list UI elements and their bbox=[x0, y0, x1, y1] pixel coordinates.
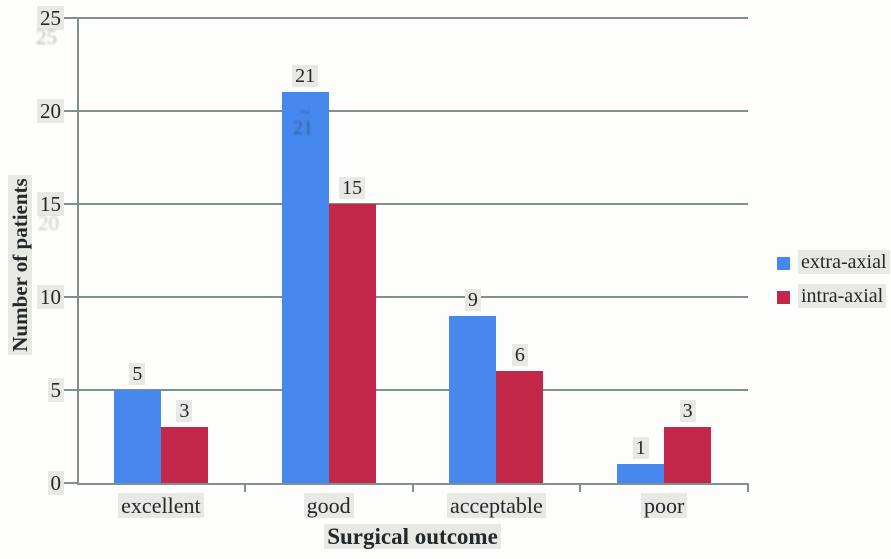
y-tick-label-25: 25 bbox=[37, 5, 64, 31]
y-tick-label-text: 5 bbox=[47, 378, 64, 402]
legend-swatch-extra-axial bbox=[777, 256, 790, 270]
bar-value-text: 5 bbox=[129, 363, 146, 385]
x-category-labels: excellent good acceptable poor bbox=[77, 492, 748, 522]
y-tick-label-text: 15 bbox=[37, 192, 64, 216]
bar-value-label: 3 bbox=[658, 400, 718, 423]
y-tick-15 bbox=[64, 203, 77, 205]
y-tick-label-20: 20 bbox=[37, 98, 64, 124]
y-tick-10 bbox=[64, 296, 77, 298]
bar-intra-axial-good bbox=[328, 204, 376, 483]
bar-value-label: 15 bbox=[322, 177, 382, 199]
x-category-label-good: good bbox=[245, 492, 413, 519]
ghost-artifact: 21 bbox=[293, 117, 313, 139]
x-axis-title-text: Surgical outcome bbox=[324, 524, 501, 549]
gridline-5 bbox=[77, 389, 748, 391]
plot-area: 5 3 21 15 9 6 1 3 bbox=[64, 17, 749, 492]
ghost-artifact: 20 bbox=[38, 211, 59, 235]
y-tick-label-text: 20 bbox=[37, 99, 64, 123]
bar-extra-axial-excellent bbox=[113, 390, 161, 483]
x-tick-2 bbox=[411, 483, 414, 492]
x-category-text: excellent bbox=[118, 493, 204, 518]
bar-value-text: 21 bbox=[292, 65, 319, 88]
y-tick-label-5: 5 bbox=[47, 377, 64, 403]
bar-value-label: 5 bbox=[107, 363, 167, 385]
legend-label: intra-axial bbox=[798, 284, 887, 308]
x-tick-3 bbox=[579, 483, 582, 492]
bar-intra-axial-poor bbox=[664, 427, 712, 483]
y-tick-label-15: 15 bbox=[37, 191, 64, 217]
legend-swatch-intra-axial bbox=[777, 290, 790, 304]
y-tick-5 bbox=[64, 389, 77, 391]
bar-value-text: 6 bbox=[511, 344, 528, 367]
y-tick-label-text: 25 bbox=[37, 6, 64, 30]
y-axis-line bbox=[77, 18, 79, 485]
bar-extra-axial-poor bbox=[617, 464, 665, 483]
legend: extra-axial intra-axial bbox=[777, 250, 890, 318]
y-tick-label-10: 10 bbox=[37, 284, 64, 310]
y-tick-label-0: 0 bbox=[47, 470, 64, 496]
bar-value-label: 3 bbox=[154, 400, 214, 423]
y-tick-labels: 0 5 10 15 20 25 bbox=[0, 6, 64, 495]
bar-extra-axial-good bbox=[281, 92, 329, 483]
legend-item-intra-axial: intra-axial bbox=[777, 284, 890, 308]
y-tick-20 bbox=[64, 110, 77, 112]
gridline-25 bbox=[77, 17, 748, 19]
gridline-20 bbox=[77, 110, 748, 112]
y-tick-label-text: 0 bbox=[47, 471, 64, 495]
bar-value-label: 1 bbox=[611, 437, 671, 460]
bar-value-label: 21 bbox=[275, 65, 335, 88]
x-axis-title: Surgical outcome bbox=[77, 523, 748, 550]
x-category-label-excellent: excellent bbox=[77, 492, 245, 519]
bar-value-text: 1 bbox=[632, 437, 649, 460]
x-category-text: poor bbox=[640, 493, 688, 518]
y-tick-0 bbox=[64, 482, 77, 484]
legend-label: extra-axial bbox=[798, 250, 890, 274]
bar-value-text: 3 bbox=[176, 400, 193, 423]
bar-extra-axial-acceptable bbox=[449, 315, 497, 483]
x-tick-1 bbox=[243, 483, 246, 492]
bar-value-text: 15 bbox=[339, 177, 366, 199]
bar-value-text: 3 bbox=[679, 400, 696, 423]
y-tick-label-text: 10 bbox=[37, 285, 64, 309]
bar-value-text: 9 bbox=[464, 288, 481, 311]
x-category-label-acceptable: acceptable bbox=[413, 492, 581, 519]
legend-item-extra-axial: extra-axial bbox=[777, 250, 890, 274]
bar-intra-axial-acceptable bbox=[496, 371, 544, 483]
x-category-text: good bbox=[303, 493, 354, 518]
bar-value-label: 9 bbox=[443, 288, 503, 311]
x-category-text: acceptable bbox=[446, 493, 546, 518]
bar-intra-axial-excellent bbox=[160, 427, 208, 483]
ghost-artifact: 25 bbox=[36, 25, 57, 49]
x-tick-4 bbox=[747, 483, 749, 492]
bar-value-label: 6 bbox=[490, 344, 550, 367]
gridline-15 bbox=[77, 203, 748, 205]
bar-group-good: 21 15 bbox=[245, 18, 413, 483]
y-tick-25 bbox=[64, 17, 77, 19]
gridline-10 bbox=[77, 296, 748, 298]
x-category-label-poor: poor bbox=[580, 492, 748, 519]
ghost-artifact: ~ bbox=[300, 102, 310, 122]
